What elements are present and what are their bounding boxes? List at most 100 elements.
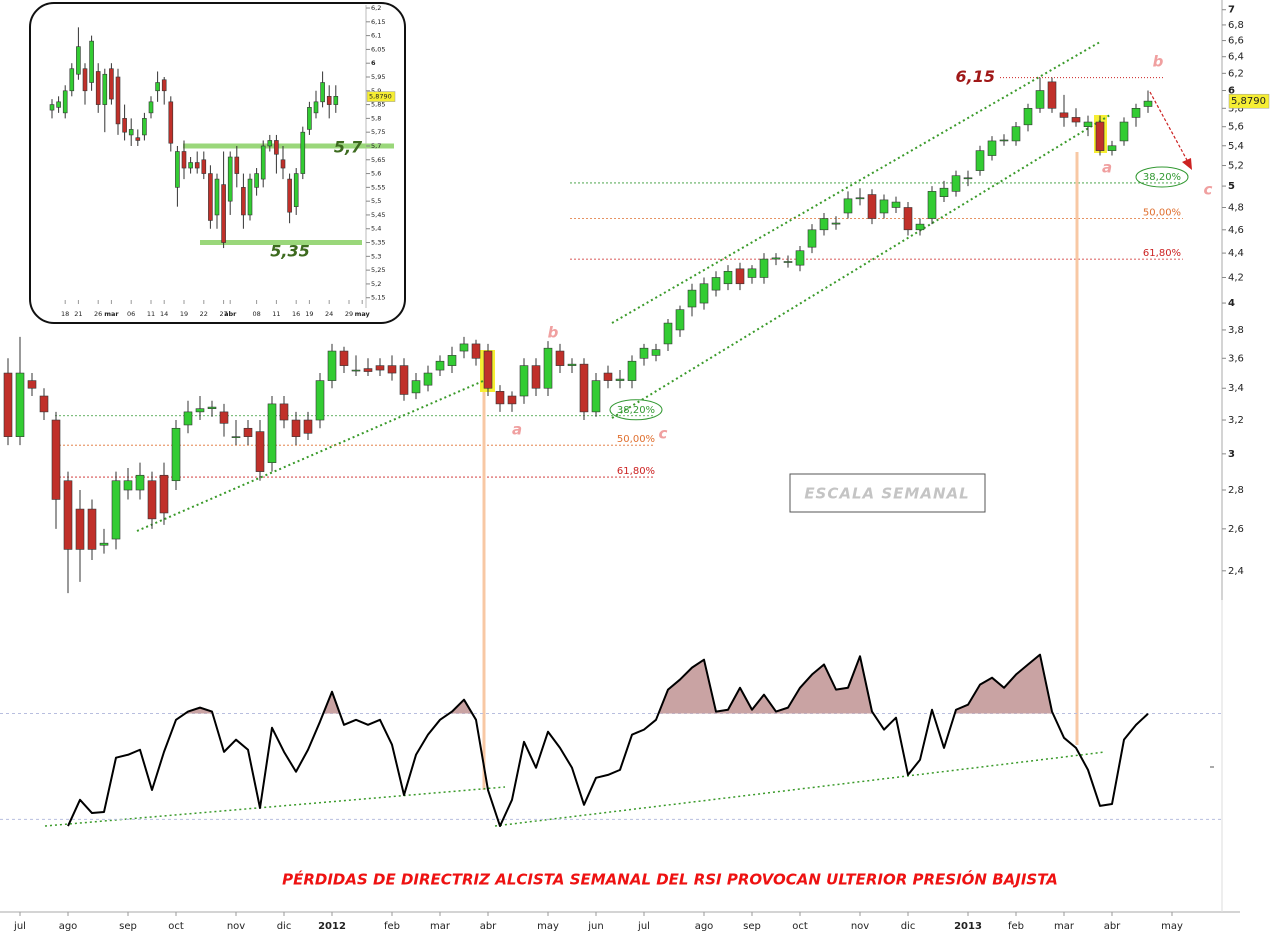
y-tick-label: 5,25 (371, 266, 385, 274)
candle-body (867, 194, 877, 219)
fib-label: 61,80% (1143, 248, 1181, 259)
arrow-head (1182, 158, 1192, 170)
y-tick-label: 5,3 (371, 252, 381, 260)
candle-body (423, 372, 433, 386)
x-tick-label: ago (695, 921, 714, 932)
candle-body (231, 436, 241, 438)
candle-body (435, 360, 445, 371)
candle-body (188, 162, 193, 169)
x-tick-label: 11 (272, 310, 280, 318)
candle-body (280, 159, 286, 169)
candle-body (135, 474, 145, 491)
candle-body (891, 201, 901, 208)
y-tick-label: 6,4 (1228, 52, 1244, 63)
candle-body (987, 140, 997, 156)
x-tick-label: abr (224, 310, 237, 318)
candle-body (27, 380, 37, 389)
y-tick-label: 5,45 (371, 211, 385, 219)
candle-body (128, 129, 134, 136)
y-tick-label: 5,95 (371, 73, 385, 81)
candle-body (447, 355, 457, 366)
y-tick-label: 2,4 (1228, 566, 1244, 577)
candle-body (99, 542, 109, 546)
candle-body (293, 173, 299, 207)
candle-body (227, 156, 233, 202)
y-tick-label: 5,4 (371, 225, 381, 233)
candle-body (62, 90, 68, 114)
x-tick-label: 29 (345, 310, 353, 318)
y-tick-label: 6,2 (1228, 68, 1244, 79)
candle-body (287, 178, 292, 213)
fib-label: 38,20% (617, 405, 655, 416)
candle-body (123, 480, 133, 491)
candle-body (201, 159, 207, 174)
candle-body (122, 118, 127, 133)
candle-body (219, 411, 229, 424)
x-tick-label: jun (587, 921, 603, 932)
price-tag-label: 5,8790 (1231, 96, 1266, 107)
candle-body (375, 365, 385, 371)
y-tick-label: 6,1 (371, 32, 381, 40)
candle-body (591, 380, 601, 413)
y-tick-label: 7 (1228, 5, 1235, 16)
x-tick-label: feb (384, 921, 400, 932)
candle-body (241, 187, 246, 216)
candle-body (195, 408, 205, 413)
x-tick-label: mar (104, 310, 119, 318)
x-tick-label: 06 (127, 310, 135, 318)
x-axis: jul ago sep oct nov dic 2012 feb mar abr may jun jul… (0, 600, 1240, 932)
candle-body (49, 104, 55, 111)
candle-body (699, 283, 709, 304)
y-tick-label: 2,8 (1228, 485, 1244, 496)
candle-body (168, 101, 174, 144)
x-tick-label: may (537, 921, 559, 932)
candle-body (148, 101, 154, 114)
y-tick-label: 5,8 (1228, 103, 1244, 114)
candle-body (507, 395, 517, 405)
peak-label: 6,15 (956, 67, 995, 86)
candle-body (411, 380, 421, 394)
candle-body (243, 427, 253, 437)
price-panel: ESCALA SEMANAL 38,20% 50,00% 61,80% 38,20% 5… (3, 0, 1270, 600)
x-tick-label: 26 (94, 310, 102, 318)
candle-body (315, 380, 325, 421)
candle-body (63, 480, 73, 550)
y-tick-label: 5,6 (1228, 122, 1244, 133)
candle-body (939, 187, 949, 197)
caption: PÉRDIDAS DE DIRECTRIZ ALCISTA SEMANAL DE… (282, 870, 1058, 889)
candle-body (254, 173, 259, 188)
y-tick-label: 5,2 (1228, 161, 1244, 172)
candle-body (303, 419, 313, 434)
y-tick-label: 4,4 (1228, 248, 1244, 259)
x-tick-label: 14 (160, 310, 168, 318)
candle-body (181, 151, 187, 169)
fib-label: 38,20% (1143, 172, 1181, 183)
y-tick-label: 3 (1228, 449, 1235, 460)
y-tick-label: 5,5 (371, 197, 381, 205)
arrow (1149, 91, 1189, 163)
candle-body (89, 40, 94, 83)
candle-body (1131, 107, 1141, 118)
x-tick-label: mar (430, 921, 451, 932)
candle-body (639, 347, 649, 359)
candle-body (274, 140, 279, 155)
candle-body (1011, 126, 1021, 142)
y-tick-label: 4,8 (1228, 202, 1244, 213)
candle-body (555, 350, 565, 366)
candle-body (255, 431, 265, 472)
candle-body (291, 419, 301, 437)
candle-body (951, 175, 961, 192)
candle-body (1059, 112, 1069, 118)
x-tick-label: mar (1054, 921, 1075, 932)
y-tick-label: 5,15 (371, 294, 385, 302)
x-tick-label: 08 (252, 310, 260, 318)
wave-label: c (1204, 181, 1213, 199)
y-tick-label: 3,6 (1228, 353, 1244, 364)
candle-body (975, 150, 985, 171)
candle-body (339, 350, 349, 366)
candle-body (783, 261, 793, 263)
candle-body (603, 372, 613, 381)
x-tick-label: 19 (305, 310, 313, 318)
note-box (789, 473, 986, 513)
x-tick-label: oct (168, 921, 184, 932)
